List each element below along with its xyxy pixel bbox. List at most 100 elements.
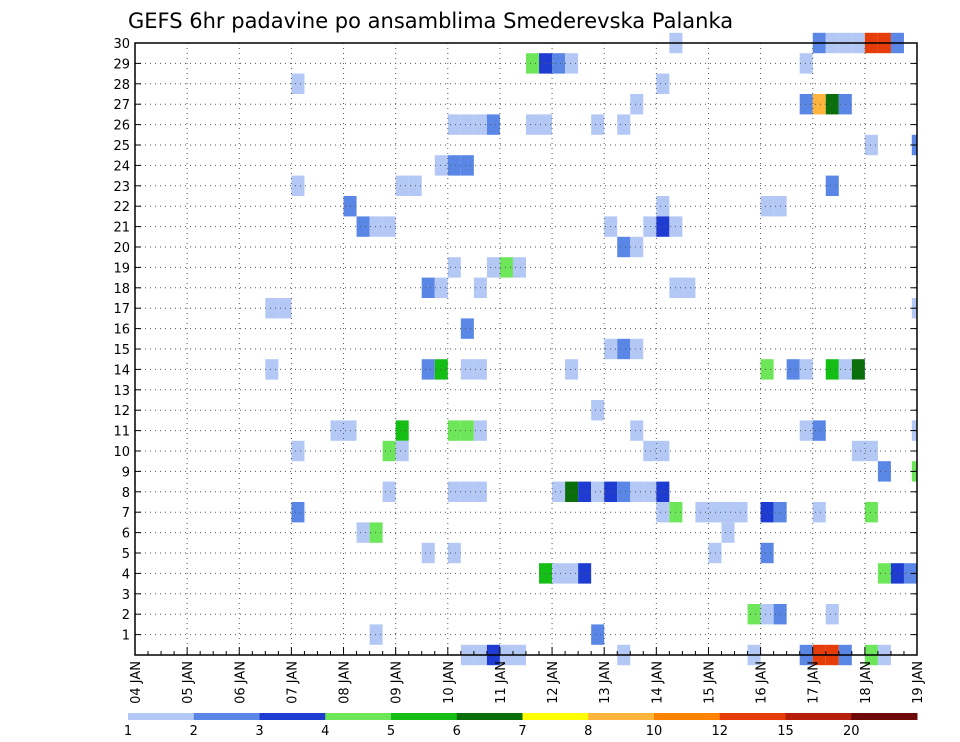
heatmap-cell: [799, 94, 813, 115]
heatmap-cell: [760, 604, 774, 625]
colorbar-label: 1: [124, 724, 132, 739]
x-tick-label: 19 JAN: [911, 661, 926, 704]
heatmap-cell: [578, 563, 592, 584]
heatmap-cell: [382, 216, 396, 237]
x-tick-label: 05 JAN: [181, 661, 196, 704]
heatmap-cell: [630, 94, 644, 115]
x-tick-label: 12 JAN: [546, 661, 561, 704]
y-tick-label: 23: [113, 180, 130, 195]
y-tick-label: 10: [113, 445, 130, 460]
grid-lines: [135, 43, 917, 655]
heatmap-cell: [630, 338, 644, 360]
heatmap-cell: [512, 257, 526, 278]
heatmap-cell: [864, 502, 878, 523]
heatmap-cell: [382, 440, 396, 462]
y-tick-label: 12: [113, 404, 130, 419]
y-tick-label: 26: [113, 119, 130, 134]
colorbar-label: 4: [321, 724, 329, 739]
heatmap-cell: [851, 440, 865, 462]
heatmap-cell: [760, 196, 774, 217]
colorbar-segment: [259, 713, 326, 720]
y-tick-label: 9: [122, 465, 130, 480]
heatmap-cell: [799, 420, 813, 441]
heatmap-cell: [395, 440, 409, 462]
y-tick-label: 1: [122, 629, 130, 644]
heatmap-cell: [356, 522, 370, 543]
y-tick-label: 6: [122, 527, 130, 542]
heatmap-cell: [760, 542, 774, 564]
heatmap-cell: [421, 359, 435, 380]
heatmap-cell: [591, 400, 605, 421]
y-tick-label: 3: [122, 588, 130, 603]
heatmap-cell: [421, 542, 435, 564]
heatmap-cell: [721, 502, 735, 523]
y-tick-label: 22: [113, 200, 130, 215]
y-tick-label: 17: [113, 302, 130, 317]
heatmap-cell: [825, 175, 839, 196]
heatmap-cell: [591, 114, 605, 135]
heatmap-cell: [747, 604, 761, 625]
heatmap-cell: [291, 175, 305, 196]
axis-ticks: [134, 42, 918, 655]
colorbar-segment: [719, 713, 786, 720]
colorbar-label: 7: [518, 724, 526, 739]
heatmap-cell: [460, 318, 474, 339]
heatmap-cell: [708, 502, 722, 523]
y-tick-label: 13: [113, 384, 130, 399]
heatmap-cell: [877, 563, 891, 584]
heatmap-cell: [369, 216, 383, 237]
heatmap-cell: [382, 481, 396, 502]
heatmap-cell: [330, 420, 344, 441]
x-tick-label: 16 JAN: [755, 661, 770, 704]
heatmap-cell: [656, 481, 670, 502]
heatmap-cell: [447, 481, 461, 502]
y-tick-label: 16: [113, 323, 130, 338]
x-tick-label: 11 JAN: [494, 661, 509, 704]
heatmap-cell: [630, 481, 644, 502]
y-tick-label: 25: [113, 139, 130, 154]
colorbar-label: 15: [777, 724, 794, 739]
x-tick-label: 10 JAN: [442, 661, 457, 704]
heatmap-cell: [434, 359, 448, 380]
heatmap-cell: [356, 216, 370, 237]
heatmap-cell: [421, 277, 435, 298]
heatmap-cell: [812, 420, 826, 441]
y-tick-label: 4: [122, 567, 130, 582]
heatmap-cell: [656, 440, 670, 462]
colorbar-label: 10: [646, 724, 663, 739]
heatmap-cell: [265, 359, 279, 380]
x-tick-labels: 04 JAN 05 JAN 06 JAN 07 JAN 08 JAN 09 JAN 10 J…: [129, 661, 926, 704]
x-tick-label: 04 JAN: [129, 661, 144, 704]
heatmap-cell: [552, 53, 566, 74]
colorbar-segment: [193, 713, 260, 720]
heatmap-cell: [695, 502, 709, 523]
heatmap-cell: [656, 216, 670, 237]
y-tick-label: 18: [113, 282, 130, 297]
heatmap-cell: [460, 114, 474, 135]
heatmap-cell: [812, 94, 826, 115]
x-tick-label: 18 JAN: [859, 661, 874, 704]
heatmap-cell: [565, 53, 579, 74]
y-tick-labels: 1234567891011121314151617181920212223242…: [113, 37, 130, 644]
heatmap-cell: [486, 114, 500, 135]
heatmap-cell: [708, 542, 722, 564]
heatmap-cell: [799, 53, 813, 74]
x-tick-label: 17 JAN: [807, 661, 822, 704]
heatmap-cell: [643, 440, 657, 462]
colorbar-segment: [522, 713, 589, 720]
heatmap-cell: [799, 359, 813, 380]
colorbar-label: 8: [584, 724, 592, 739]
heatmap-cell: [630, 420, 644, 441]
colorbar-label: 20: [843, 724, 860, 739]
heatmap-cell: [395, 175, 409, 196]
y-tick-label: 14: [113, 363, 130, 378]
y-tick-label: 5: [122, 547, 130, 562]
y-tick-label: 15: [113, 343, 130, 358]
heatmap-cell: [825, 359, 839, 380]
heatmap-cell: [864, 134, 878, 156]
colorbar-segment: [654, 713, 721, 720]
heatmap-cell: [526, 114, 540, 135]
colorbar-segment: [851, 713, 918, 720]
x-tick-label: 09 JAN: [390, 661, 405, 704]
